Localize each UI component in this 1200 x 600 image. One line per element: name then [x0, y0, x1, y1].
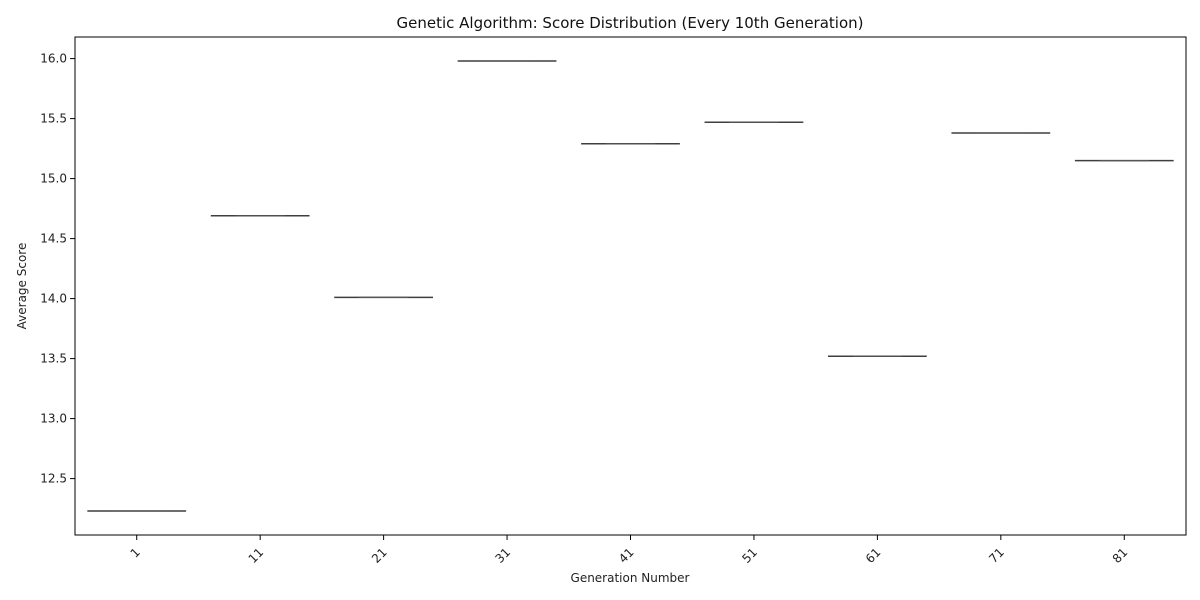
- x-tick-label: 1: [128, 545, 143, 560]
- y-tick-label: 13.5: [40, 352, 67, 366]
- x-tick-label: 71: [986, 545, 1007, 566]
- y-tick-label: 15.5: [40, 112, 67, 126]
- chart-title: Genetic Algorithm: Score Distribution (E…: [396, 14, 863, 32]
- x-tick-label: 81: [1110, 545, 1131, 566]
- y-tick-label: 13.0: [40, 412, 67, 426]
- y-tick-label: 14.0: [40, 292, 67, 306]
- y-tick-label: 16.0: [40, 52, 67, 66]
- x-tick-label: 11: [246, 545, 267, 566]
- plot-frame: [74, 36, 1187, 536]
- plot-area: 12.513.013.514.014.515.015.516.01 11 21 31 4…: [40, 36, 1187, 566]
- y-tick-label: 14.5: [40, 232, 67, 246]
- x-axis-label: Generation Number: [571, 571, 690, 585]
- x-tick-label: 51: [739, 545, 760, 566]
- x-tick-label: 41: [616, 545, 637, 566]
- x-tick-label: 21: [369, 545, 390, 566]
- x-tick-label: 61: [863, 545, 884, 566]
- y-axis-label: Average Score: [15, 243, 29, 330]
- y-tick-label: 15.0: [40, 172, 67, 186]
- x-tick-label: 31: [492, 545, 513, 566]
- y-tick-label: 12.5: [40, 472, 67, 486]
